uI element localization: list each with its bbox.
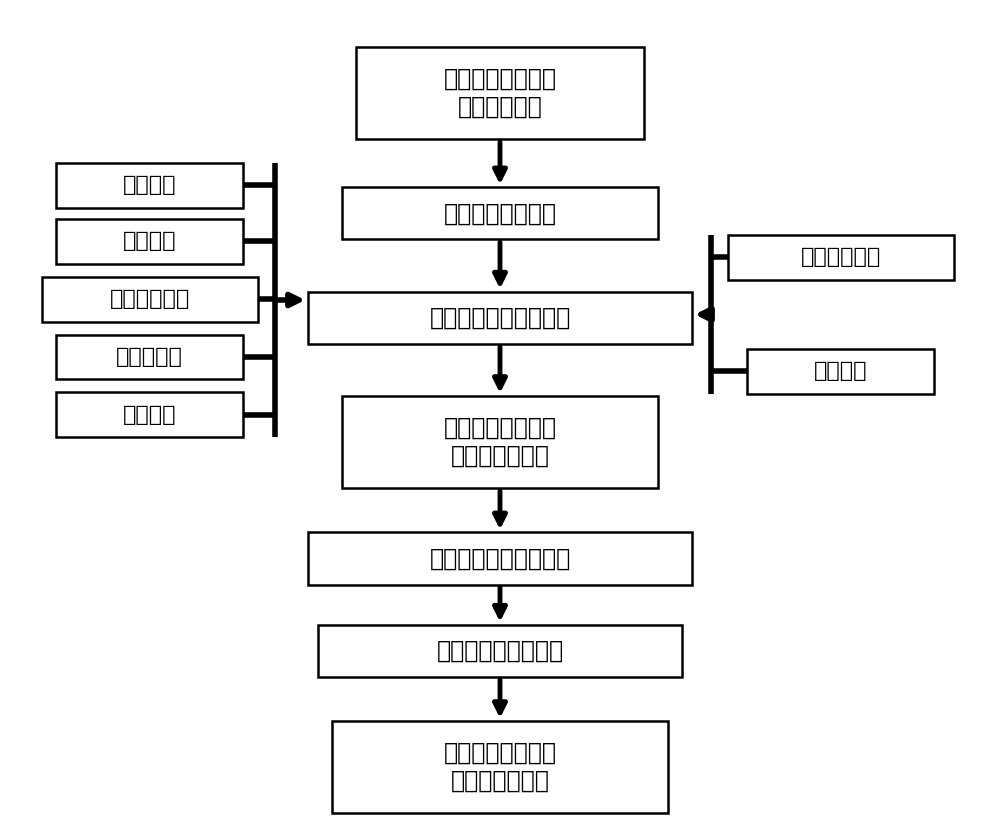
Bar [318,624,682,677]
Text: 正交试验原理: 正交试验原理 [801,247,881,268]
Bar [342,187,658,239]
Text: 模拟实验材料制备: 模拟实验材料制备 [444,201,556,226]
Bar [308,292,692,344]
Text: 对显著因素深入研究: 对显著因素深入研究 [436,639,564,663]
Text: 岩体粒径: 岩体粒径 [123,232,176,252]
Text: 破碎岩体注浆加固
效果模拟实验: 破碎岩体注浆加固 效果模拟实验 [444,67,556,119]
Bar [332,721,668,813]
Bar [356,47,644,139]
Bar [56,219,243,264]
Text: 数据处理得到显著因素: 数据处理得到显著因素 [429,547,571,570]
Bar [56,163,243,207]
Text: 岩体岩性: 岩体岩性 [123,176,176,196]
Text: 注浆材料类型: 注浆材料类型 [109,289,190,309]
Text: 浆液水灰比: 浆液水灰比 [116,347,183,367]
Text: 初步正交试验方案设计: 初步正交试验方案设计 [429,306,571,329]
Bar [42,277,258,322]
Bar [308,533,692,584]
Text: 实施加固方案并测
材料加固后属性: 实施加固方案并测 材料加固后属性 [444,416,556,468]
Bar [56,334,243,380]
Bar [56,392,243,437]
Bar [342,396,658,488]
Text: 工程经验: 工程经验 [814,361,868,381]
Bar [747,349,934,394]
Text: 指导现场注浆加固
方案设计及实施: 指导现场注浆加固 方案设计及实施 [444,742,556,793]
Bar [728,235,954,280]
Text: 注浆压力: 注浆压力 [123,405,176,425]
